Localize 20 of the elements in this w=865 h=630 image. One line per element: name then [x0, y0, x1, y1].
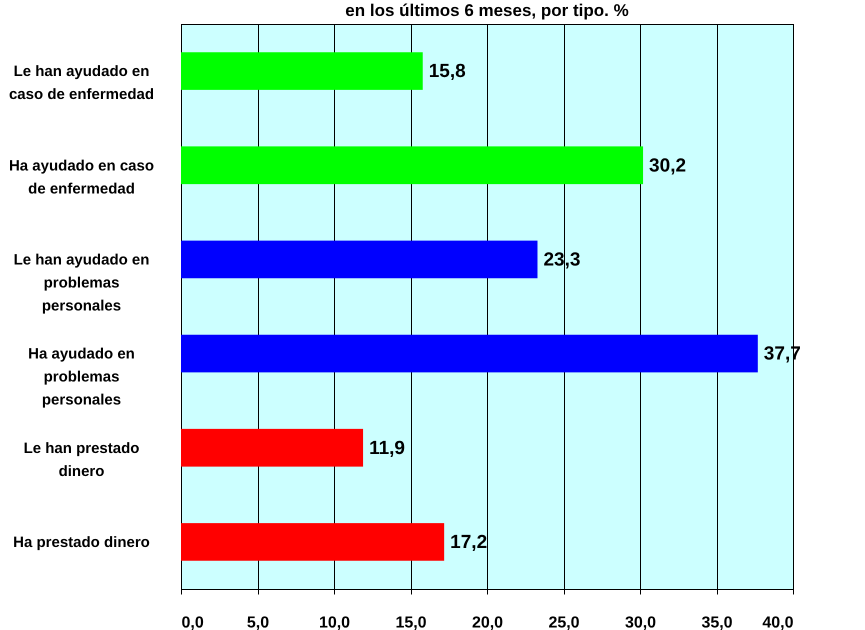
y-tick-label: Le han ayudado en caso de enfermedad — [8, 63, 154, 104]
chart-title: en los últimos 6 meses, por tipo. % — [345, 1, 629, 20]
x-tick-label: 35,0 — [701, 614, 733, 630]
x-tick-label: 15,0 — [395, 614, 427, 630]
y-tick-label: Le han ayudado en problemas personales — [14, 251, 150, 314]
y-tick-label: Ha prestado dinero — [13, 534, 150, 551]
data-label: 30,2 — [649, 155, 686, 176]
y-tick-label: Le han prestado dinero — [24, 440, 140, 480]
x-tick-label: 5,0 — [246, 614, 270, 630]
y-tick-label: Ha ayudado en caso de enfermedad — [8, 157, 154, 198]
y-tick-label: Ha ayudado en problemas personales — [28, 346, 135, 409]
data-label: 11,9 — [369, 438, 406, 459]
data-label: 15,8 — [428, 61, 466, 82]
x-tick-label: 10,0 — [318, 614, 350, 630]
x-tick-label: 30,0 — [624, 614, 656, 630]
x-tick-label: 25,0 — [548, 614, 580, 630]
data-label: 17,2 — [450, 532, 488, 553]
x-tick-label: 0,0 — [182, 614, 204, 630]
x-tick-label: 40,0 — [762, 614, 794, 630]
x-tick-label: 20,0 — [472, 614, 504, 630]
